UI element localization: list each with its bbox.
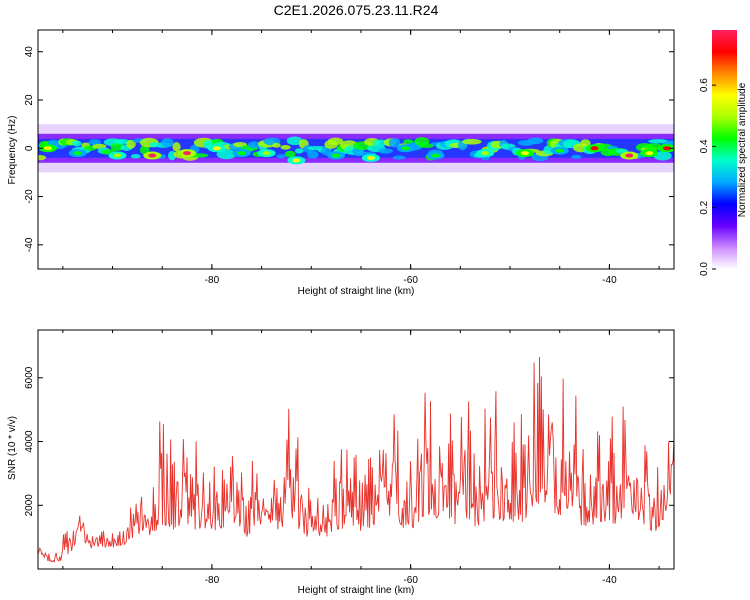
hotspot [183,151,192,156]
spectrum-blob [377,148,394,154]
spectrum-blob [527,137,544,145]
hotspot [401,146,410,151]
spectrum-blob [216,149,237,160]
colorbar-tick-label: 0.0 [699,262,710,276]
spectrum-blob [272,142,281,148]
spectrogram-ytick-label: 40 [24,46,35,58]
spectrum-blob [88,139,101,146]
spectrum-blob [403,139,414,144]
hotspot [237,151,246,156]
snr-ylabel: SNR (10 * v/v) [7,416,18,480]
snr-xtick-label: -40 [602,575,617,586]
spectrum-blob [286,136,303,146]
hotspot [73,151,82,156]
hotspot [212,146,221,151]
spectrogram-xtick-label: -40 [602,275,617,286]
snr-ytick-label: 6000 [24,366,35,389]
spectrum-blob [418,143,434,149]
spectrum-blob [172,142,181,152]
snr-ytick-label: 2000 [24,494,35,517]
hotspot [590,146,599,151]
hotspot [555,148,564,153]
hotspot [262,151,271,156]
spectrum-blob [38,154,47,161]
snr-panel: -80 -60 -40 2000 4000 6000 Height of straight… [7,329,675,596]
snr-frame [38,330,674,569]
spectrum-blob [294,148,304,154]
hotspot [113,153,122,158]
snr-xlabel: Height of straight line (km) [298,585,415,596]
hotspot [481,151,490,156]
spectrum-blob [280,144,291,150]
hotspot [625,153,634,158]
spectrum-blob [571,154,582,159]
hotspot [292,158,301,163]
snr-ytick-label: 4000 [24,430,35,453]
spectrogram-ytick-label: -20 [24,189,35,204]
spectrum-blob [327,137,344,146]
spectrum-blob [388,137,401,148]
spectrum-blob [276,154,286,159]
spectrum-blob [161,137,174,148]
spectrogram-panel: -80 -60 -40 -40 -20 0 20 40 Height of straight … [7,29,675,297]
spectrogram-ytick-label: 20 [24,94,35,106]
spectrum-blob [130,154,141,159]
spectrum-blob [113,138,131,145]
spectrum-blob [71,140,82,147]
spectrum-blob [648,139,669,144]
hotspot [43,146,52,151]
hotspot [520,151,529,156]
spectrum-blob [167,150,177,161]
spectrogram-xtick-label: -60 [403,275,418,286]
spectrum-blob [284,150,296,158]
colorbar-gradient [712,30,737,269]
spectrum-blob [580,139,591,147]
spectrum-blob [462,138,482,145]
colorbar: 0.0 0.2 0.4 0.6 Normalized spectral amplitu… [699,30,748,276]
colorbar-label: Normalized spectral amplitude [737,82,748,217]
spectrogram-ytick-label: -40 [24,237,35,252]
spectrogram-xtick-label: -80 [205,275,220,286]
chart-title: C2E1.2026.075.23.11.R24 [274,2,439,18]
hotspot [332,153,341,158]
snr-series-line [38,356,674,563]
colorbar-tick-label: 0.4 [699,139,710,153]
snr-xtick-label: -60 [403,575,418,586]
colorbar-tick-label: 0.2 [699,200,710,214]
spectrogram-ylabel: Frequency (Hz) [7,116,18,185]
spectrum-blob [110,142,125,151]
spectrum-blob [307,150,319,159]
hotspot [148,153,157,158]
hotspot [645,151,654,156]
colorbar-tick-label: 0.6 [699,78,710,92]
hotspot [431,153,440,158]
spectrum-blob [247,141,260,149]
hotspot [366,155,375,160]
spectrogram-ytick-label: 0 [24,145,35,151]
spectrogram-xlabel: Height of straight line (km) [298,286,415,297]
hotspot [663,146,672,151]
snr-xtick-label: -80 [205,575,220,586]
spectrum-blob [392,155,406,160]
